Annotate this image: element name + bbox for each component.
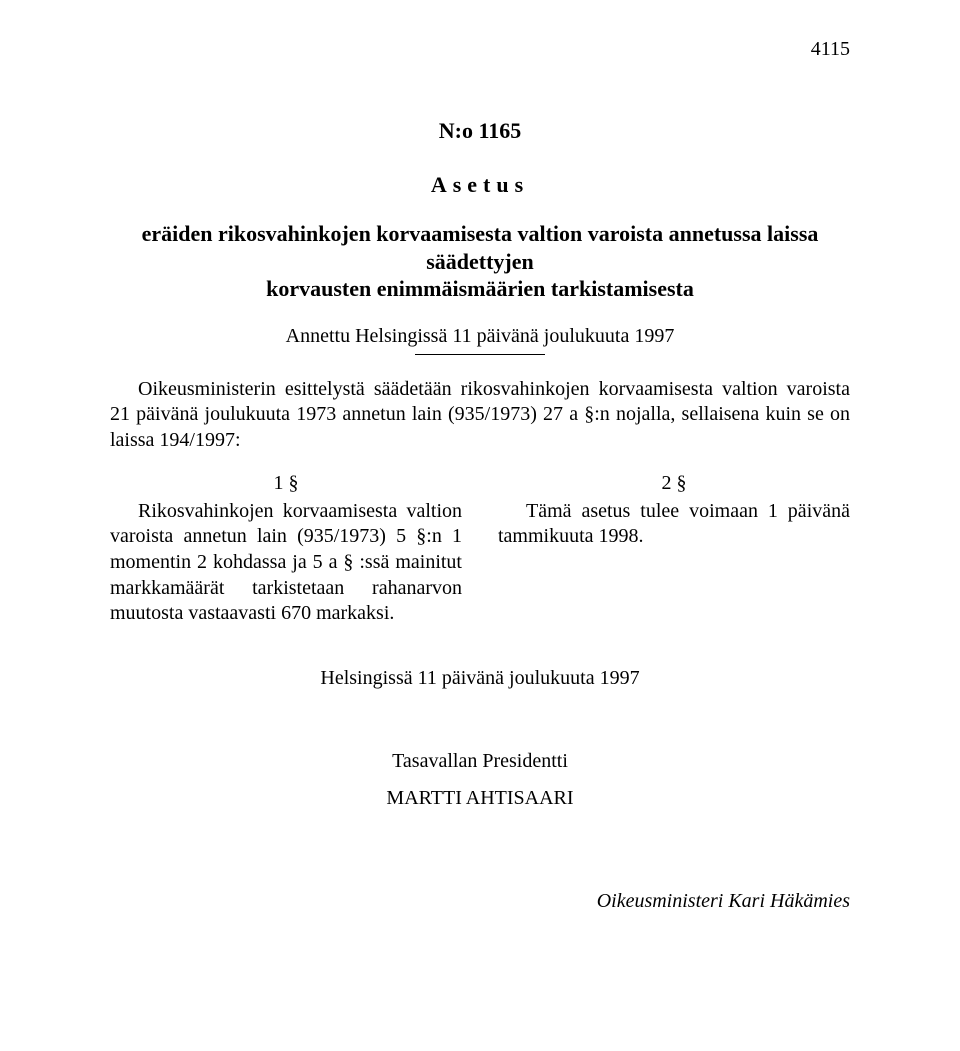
section-2-head: 2 §	[498, 471, 850, 497]
closing-place-date: Helsingissä 11 päivänä joulukuuta 1997	[110, 667, 850, 690]
president-name: MARTTI AHTISAARI	[110, 787, 850, 810]
page-number: 4115	[811, 38, 850, 61]
document-type: Asetus	[110, 172, 850, 198]
preamble: Oikeusministerin esittelystä säädetään r…	[110, 377, 850, 454]
section-2-body: Tämä asetus tulee voimaan 1 päivänä tamm…	[498, 499, 850, 550]
column-right: 2 § Tämä asetus tulee voimaan 1 päivänä …	[498, 471, 850, 627]
president-title: Tasavallan Presidentti	[110, 750, 850, 773]
document-number: N:o 1165	[110, 118, 850, 144]
columns: 1 § Rikosvahinkojen korvaamisesta valtio…	[110, 471, 850, 627]
given-at: Annettu Helsingissä 11 päivänä joulukuut…	[110, 325, 850, 348]
section-1-head: 1 §	[110, 471, 462, 497]
document-title: eräiden rikosvahinkojen korvaamisesta va…	[130, 220, 830, 303]
title-line-1: eräiden rikosvahinkojen korvaamisesta va…	[142, 221, 819, 274]
column-left: 1 § Rikosvahinkojen korvaamisesta valtio…	[110, 471, 462, 627]
page: 4115 N:o 1165 Asetus eräiden rikosvahink…	[0, 0, 960, 1051]
section-1-body: Rikosvahinkojen korvaamisesta valtion va…	[110, 499, 462, 627]
title-line-2: korvausten enimmäismäärien tarkistamises…	[266, 276, 694, 301]
divider	[415, 354, 545, 355]
minister: Oikeusministeri Kari Häkämies	[110, 890, 850, 913]
